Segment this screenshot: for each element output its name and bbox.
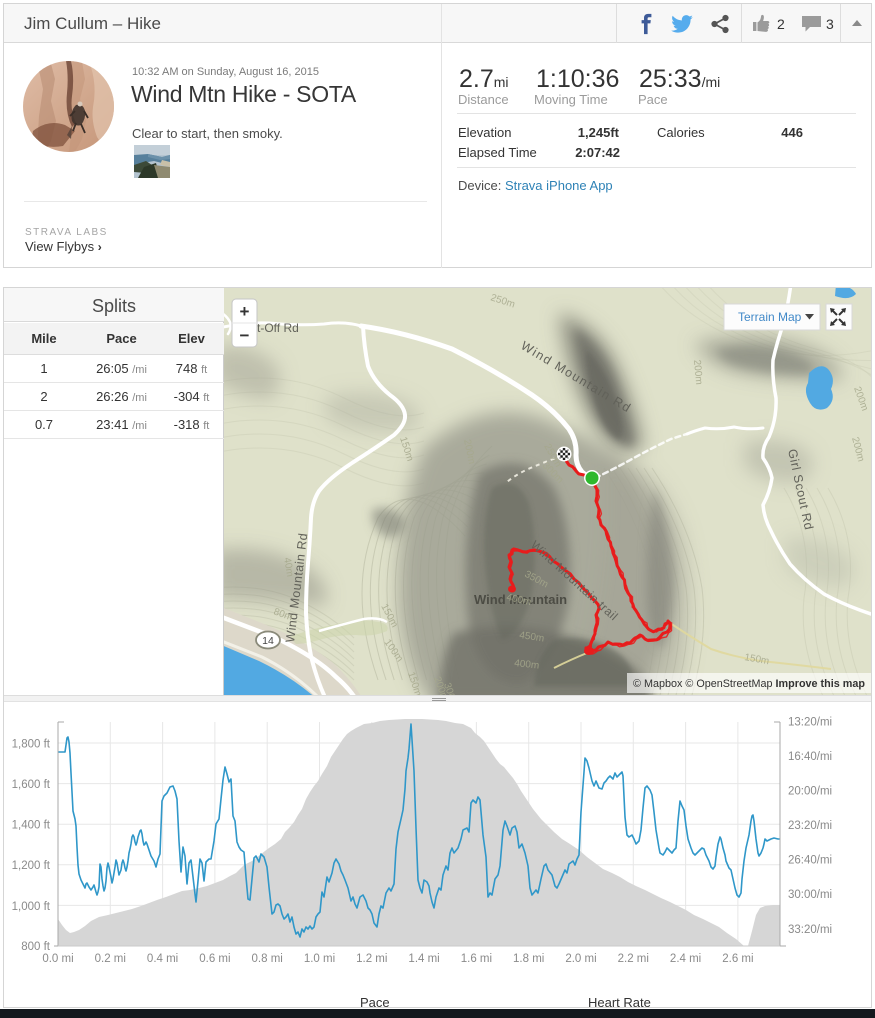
- svg-text:1,000 ft: 1,000 ft: [12, 901, 51, 913]
- svg-text:30:00/mi: 30:00/mi: [788, 889, 832, 901]
- svg-text:40m: 40m: [281, 557, 295, 578]
- svg-text:400m: 400m: [514, 658, 540, 672]
- svg-text:800 ft: 800 ft: [21, 941, 51, 953]
- svg-text:1,800 ft: 1,800 ft: [12, 738, 51, 750]
- svg-text:0.4 mi: 0.4 mi: [147, 953, 178, 965]
- svg-text:33:20/mi: 33:20/mi: [788, 924, 832, 936]
- svg-text:1.2 mi: 1.2 mi: [356, 953, 387, 965]
- svg-text:0.2 mi: 0.2 mi: [95, 953, 126, 965]
- svg-text:400m: 400m: [505, 592, 532, 608]
- svg-text:1.6 mi: 1.6 mi: [461, 953, 492, 965]
- svg-text:Wind Mountain: Wind Mountain: [474, 592, 567, 607]
- svg-text:0.6 mi: 0.6 mi: [199, 953, 230, 965]
- svg-text:0.8 mi: 0.8 mi: [252, 953, 283, 965]
- svg-text:+: +: [240, 302, 250, 321]
- svg-text:1.0 mi: 1.0 mi: [304, 953, 335, 965]
- svg-text:23:20/mi: 23:20/mi: [788, 820, 832, 832]
- svg-text:−: −: [240, 326, 250, 345]
- svg-text:© Mapbox © OpenStreetMap Impro: © Mapbox © OpenStreetMap Improve this ma…: [633, 678, 865, 690]
- svg-text:150m: 150m: [743, 652, 770, 667]
- svg-text:2.2 mi: 2.2 mi: [618, 953, 649, 965]
- svg-text:0.0 mi: 0.0 mi: [42, 953, 73, 965]
- svg-text:450m: 450m: [519, 630, 545, 644]
- svg-text:1.8 mi: 1.8 mi: [513, 953, 544, 965]
- svg-text:2.4 mi: 2.4 mi: [670, 953, 701, 965]
- svg-text:t-Off Rd: t-Off Rd: [257, 321, 299, 335]
- svg-text:26:40/mi: 26:40/mi: [788, 855, 832, 867]
- svg-text:2.0 mi: 2.0 mi: [565, 953, 596, 965]
- svg-text:13:20/mi: 13:20/mi: [788, 717, 832, 729]
- svg-text:14: 14: [262, 635, 274, 647]
- svg-text:20:00/mi: 20:00/mi: [788, 786, 832, 798]
- svg-text:1,200 ft: 1,200 ft: [12, 860, 51, 872]
- svg-text:200m: 200m: [691, 359, 704, 385]
- svg-text:16:40/mi: 16:40/mi: [788, 751, 832, 763]
- svg-text:200m: 200m: [461, 438, 477, 465]
- svg-text:1,400 ft: 1,400 ft: [12, 820, 51, 832]
- svg-text:Terrain Map: Terrain Map: [738, 310, 802, 324]
- svg-text:1,600 ft: 1,600 ft: [12, 779, 51, 791]
- svg-text:2.6 mi: 2.6 mi: [722, 953, 753, 965]
- svg-text:1.4 mi: 1.4 mi: [408, 953, 439, 965]
